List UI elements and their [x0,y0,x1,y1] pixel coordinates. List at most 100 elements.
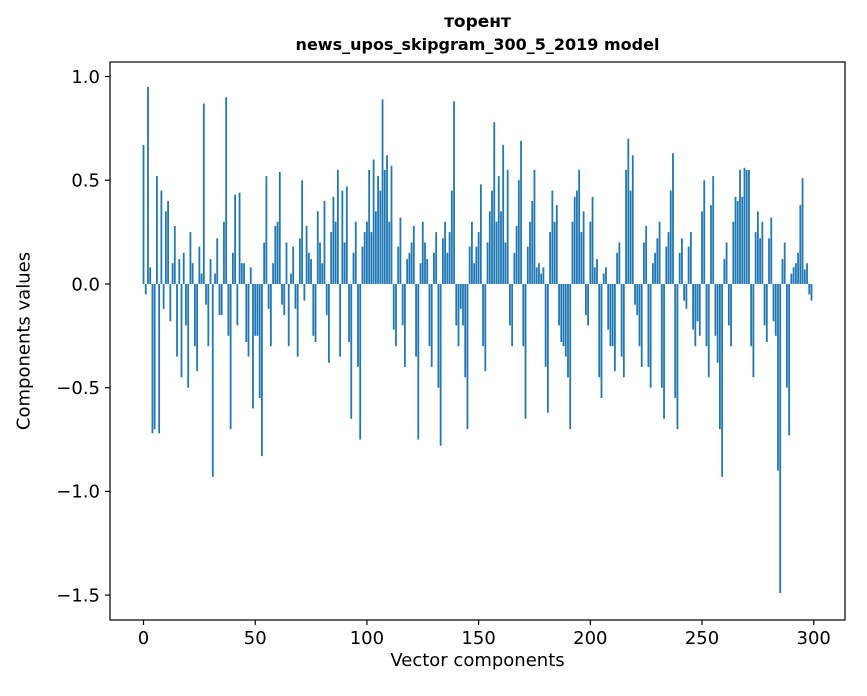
bar [698,283,701,336]
bar [363,232,366,284]
bar [774,283,777,336]
axes-spines [109,61,846,621]
bar [305,225,308,284]
bar [511,283,514,347]
bar [772,283,775,322]
bar [352,252,355,284]
bar [667,232,670,284]
bar [710,205,712,284]
bar [600,283,603,399]
bar [779,283,782,594]
bar [625,169,627,284]
bar [258,283,261,399]
bar [240,263,243,284]
bar [810,283,813,301]
bar [761,221,764,284]
bar [756,211,759,284]
bar [669,190,672,284]
bar [171,263,174,284]
bar [307,252,310,284]
bar [247,283,250,357]
bar [705,283,708,347]
bar [428,283,431,347]
y-tick-label: 0.5 [71,171,100,192]
bar [390,165,393,284]
bar [663,283,665,419]
bar [209,259,212,284]
x-tick-label: 150 [461,628,495,649]
bar [421,221,424,284]
bar [542,267,545,284]
bar [446,252,449,284]
bar [799,205,802,284]
bar [410,242,413,284]
bar [781,259,784,284]
bar [290,273,292,284]
bar [578,169,581,284]
bar [759,238,761,284]
bar [435,232,438,284]
x-axis-label: Vector components [390,650,565,671]
bar [205,283,207,305]
bar [538,263,540,284]
bar [792,267,795,284]
bar [614,283,616,372]
bar [801,178,804,284]
bar [424,242,426,284]
bar [202,103,205,284]
bar [654,252,656,284]
bar [412,225,415,284]
bar [225,97,228,284]
bar [806,263,808,284]
bar [234,194,236,284]
bar [156,176,158,284]
bar [173,225,176,284]
bar [544,283,547,367]
bar [571,221,574,284]
bar [515,225,518,284]
bar [229,283,232,430]
bar [265,176,268,284]
bar [162,283,165,309]
bar [506,169,509,284]
bar [701,211,703,284]
bar [330,232,333,284]
bar [301,180,304,284]
bar [631,155,634,284]
bar [567,283,569,378]
bar [598,283,601,378]
bar [660,283,663,388]
bar [314,283,317,343]
bar [589,221,592,284]
bar [310,259,312,284]
bar [582,211,585,284]
bar [517,180,520,284]
bar [651,263,654,284]
bar [198,246,201,284]
bar [158,283,161,434]
bar [441,238,444,284]
bar [274,225,277,284]
bar [336,169,339,284]
bar [455,283,458,326]
bar [180,283,183,378]
bar [777,283,779,471]
bar [167,200,169,284]
bar [627,138,630,284]
bar [359,283,362,440]
bar [334,221,337,284]
bar [721,283,724,477]
y-tick-label: 1.0 [71,67,100,88]
bar [433,252,435,284]
bar [287,283,290,347]
bar [509,283,511,326]
bar [377,176,379,284]
bar [399,217,402,284]
bar [194,283,196,347]
y-axis-label: Components values [13,251,35,431]
bar [339,283,341,357]
bar [794,263,797,284]
bar [468,246,471,284]
bar [372,159,375,284]
bar [292,246,295,284]
